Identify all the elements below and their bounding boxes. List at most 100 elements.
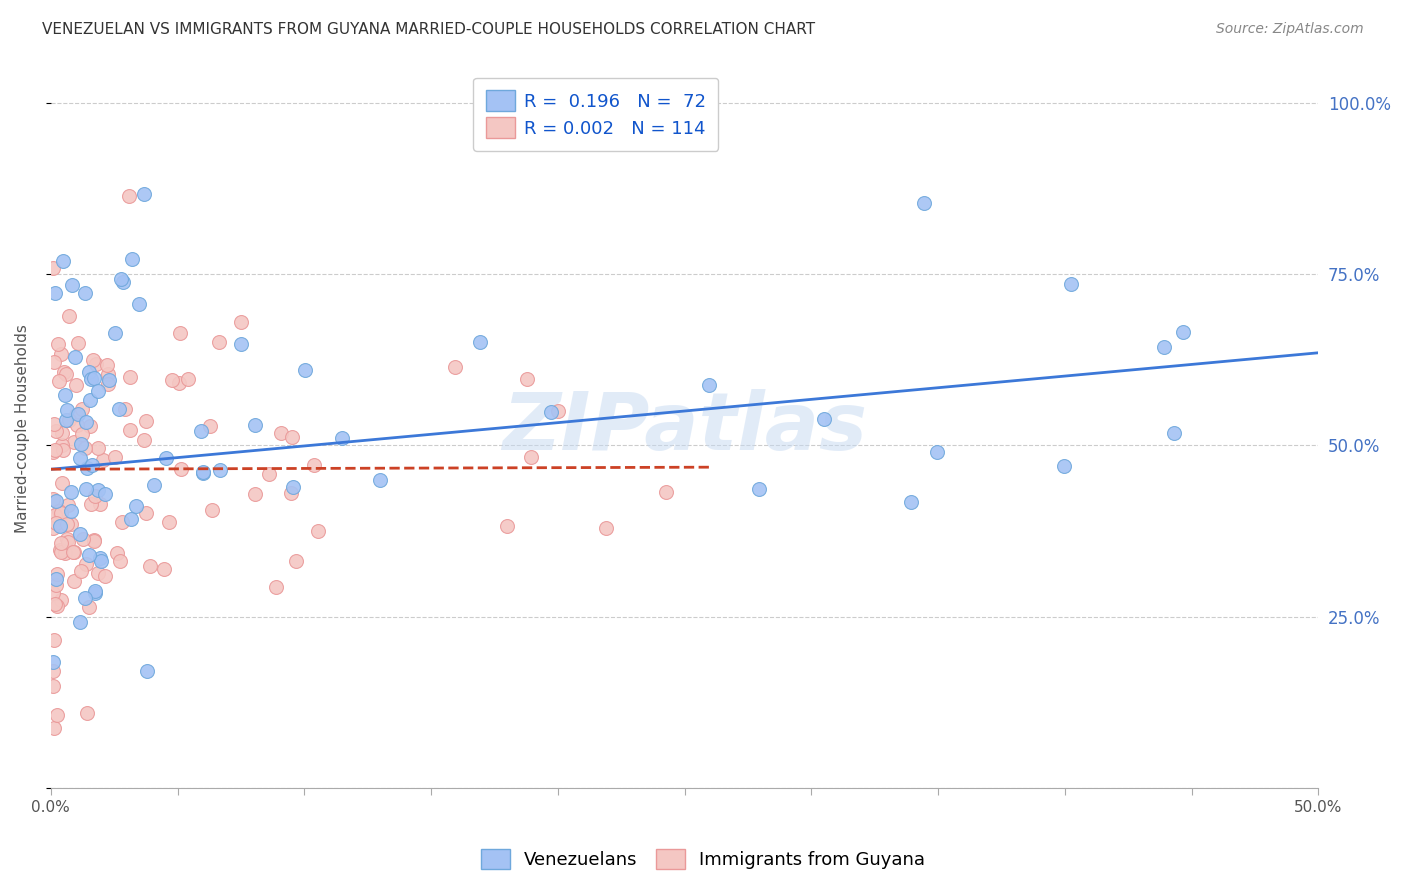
Point bbox=[48, 504, 70, 518]
Point bbox=[200, 419, 222, 434]
Point bbox=[80, 458, 103, 472]
Point bbox=[280, 429, 302, 443]
Point bbox=[332, 431, 354, 445]
Point bbox=[118, 369, 141, 384]
Point bbox=[80, 498, 103, 512]
Point bbox=[243, 417, 266, 432]
Point bbox=[128, 297, 150, 311]
Point bbox=[44, 443, 66, 458]
Y-axis label: Married-couple Households: Married-couple Households bbox=[15, 324, 30, 533]
Point bbox=[55, 516, 77, 531]
Point bbox=[135, 665, 157, 679]
Point bbox=[139, 558, 162, 573]
Point bbox=[59, 484, 82, 499]
Point bbox=[121, 252, 143, 266]
Point bbox=[125, 499, 148, 513]
Text: ZIPatlas: ZIPatlas bbox=[502, 389, 868, 467]
Point bbox=[169, 326, 191, 340]
Point bbox=[697, 378, 720, 392]
Point bbox=[157, 515, 180, 529]
Point bbox=[83, 489, 105, 503]
Point bbox=[44, 597, 66, 611]
Point bbox=[53, 365, 76, 379]
Point bbox=[118, 189, 141, 203]
Point bbox=[69, 527, 91, 541]
Point bbox=[79, 419, 101, 434]
Point bbox=[49, 536, 72, 550]
Point bbox=[44, 417, 66, 432]
Point bbox=[176, 372, 198, 386]
Point bbox=[67, 407, 90, 421]
Point bbox=[208, 334, 231, 349]
Point bbox=[63, 574, 86, 588]
Point bbox=[91, 452, 114, 467]
Point bbox=[75, 415, 97, 429]
Point bbox=[60, 277, 83, 292]
Point bbox=[120, 512, 142, 526]
Point bbox=[170, 461, 193, 475]
Point bbox=[70, 437, 93, 451]
Point bbox=[65, 408, 87, 422]
Point bbox=[60, 504, 83, 518]
Point bbox=[87, 483, 110, 497]
Point bbox=[94, 569, 117, 583]
Point bbox=[96, 358, 118, 372]
Point bbox=[153, 562, 176, 576]
Point bbox=[111, 275, 134, 289]
Point bbox=[42, 491, 65, 506]
Point bbox=[87, 442, 110, 456]
Point bbox=[368, 473, 391, 487]
Point bbox=[55, 367, 77, 381]
Point bbox=[42, 444, 65, 458]
Point bbox=[75, 483, 97, 497]
Point bbox=[135, 413, 157, 427]
Point bbox=[97, 377, 120, 392]
Point bbox=[307, 524, 329, 538]
Point bbox=[257, 467, 280, 481]
Point bbox=[45, 708, 67, 723]
Text: VENEZUELAN VS IMMIGRANTS FROM GUYANA MARRIED-COUPLE HOUSEHOLDS CORRELATION CHART: VENEZUELAN VS IMMIGRANTS FROM GUYANA MAR… bbox=[42, 22, 815, 37]
Point bbox=[45, 516, 67, 531]
Point bbox=[42, 656, 65, 670]
Point bbox=[80, 372, 103, 386]
Point bbox=[89, 550, 111, 565]
Point bbox=[52, 442, 75, 457]
Point bbox=[66, 335, 89, 350]
Point bbox=[191, 467, 214, 481]
Point bbox=[813, 412, 835, 426]
Point bbox=[69, 615, 91, 630]
Point bbox=[79, 393, 101, 408]
Point bbox=[66, 418, 89, 433]
Point bbox=[302, 458, 325, 472]
Point bbox=[496, 518, 519, 533]
Point bbox=[77, 365, 100, 379]
Point bbox=[49, 518, 72, 533]
Point bbox=[72, 427, 94, 442]
Point bbox=[46, 599, 69, 613]
Point bbox=[520, 450, 543, 464]
Point bbox=[110, 554, 132, 568]
Point bbox=[540, 405, 562, 419]
Point bbox=[49, 347, 72, 361]
Point bbox=[51, 476, 73, 491]
Point bbox=[98, 373, 121, 387]
Point bbox=[45, 567, 67, 582]
Legend: R =  0.196   N =  72, R = 0.002   N = 114: R = 0.196 N = 72, R = 0.002 N = 114 bbox=[474, 78, 718, 151]
Point bbox=[51, 438, 73, 452]
Point bbox=[1153, 340, 1175, 354]
Point bbox=[73, 285, 96, 300]
Point bbox=[167, 376, 190, 391]
Point bbox=[49, 543, 72, 558]
Point bbox=[70, 564, 93, 578]
Point bbox=[93, 487, 115, 501]
Point bbox=[516, 372, 538, 386]
Legend: Venezuelans, Immigrants from Guyana: Venezuelans, Immigrants from Guyana bbox=[472, 839, 934, 879]
Point bbox=[191, 465, 214, 479]
Point bbox=[229, 315, 252, 329]
Point bbox=[132, 186, 155, 201]
Point bbox=[45, 572, 67, 586]
Point bbox=[82, 352, 104, 367]
Point bbox=[190, 424, 212, 438]
Point bbox=[83, 586, 105, 600]
Point bbox=[42, 355, 65, 369]
